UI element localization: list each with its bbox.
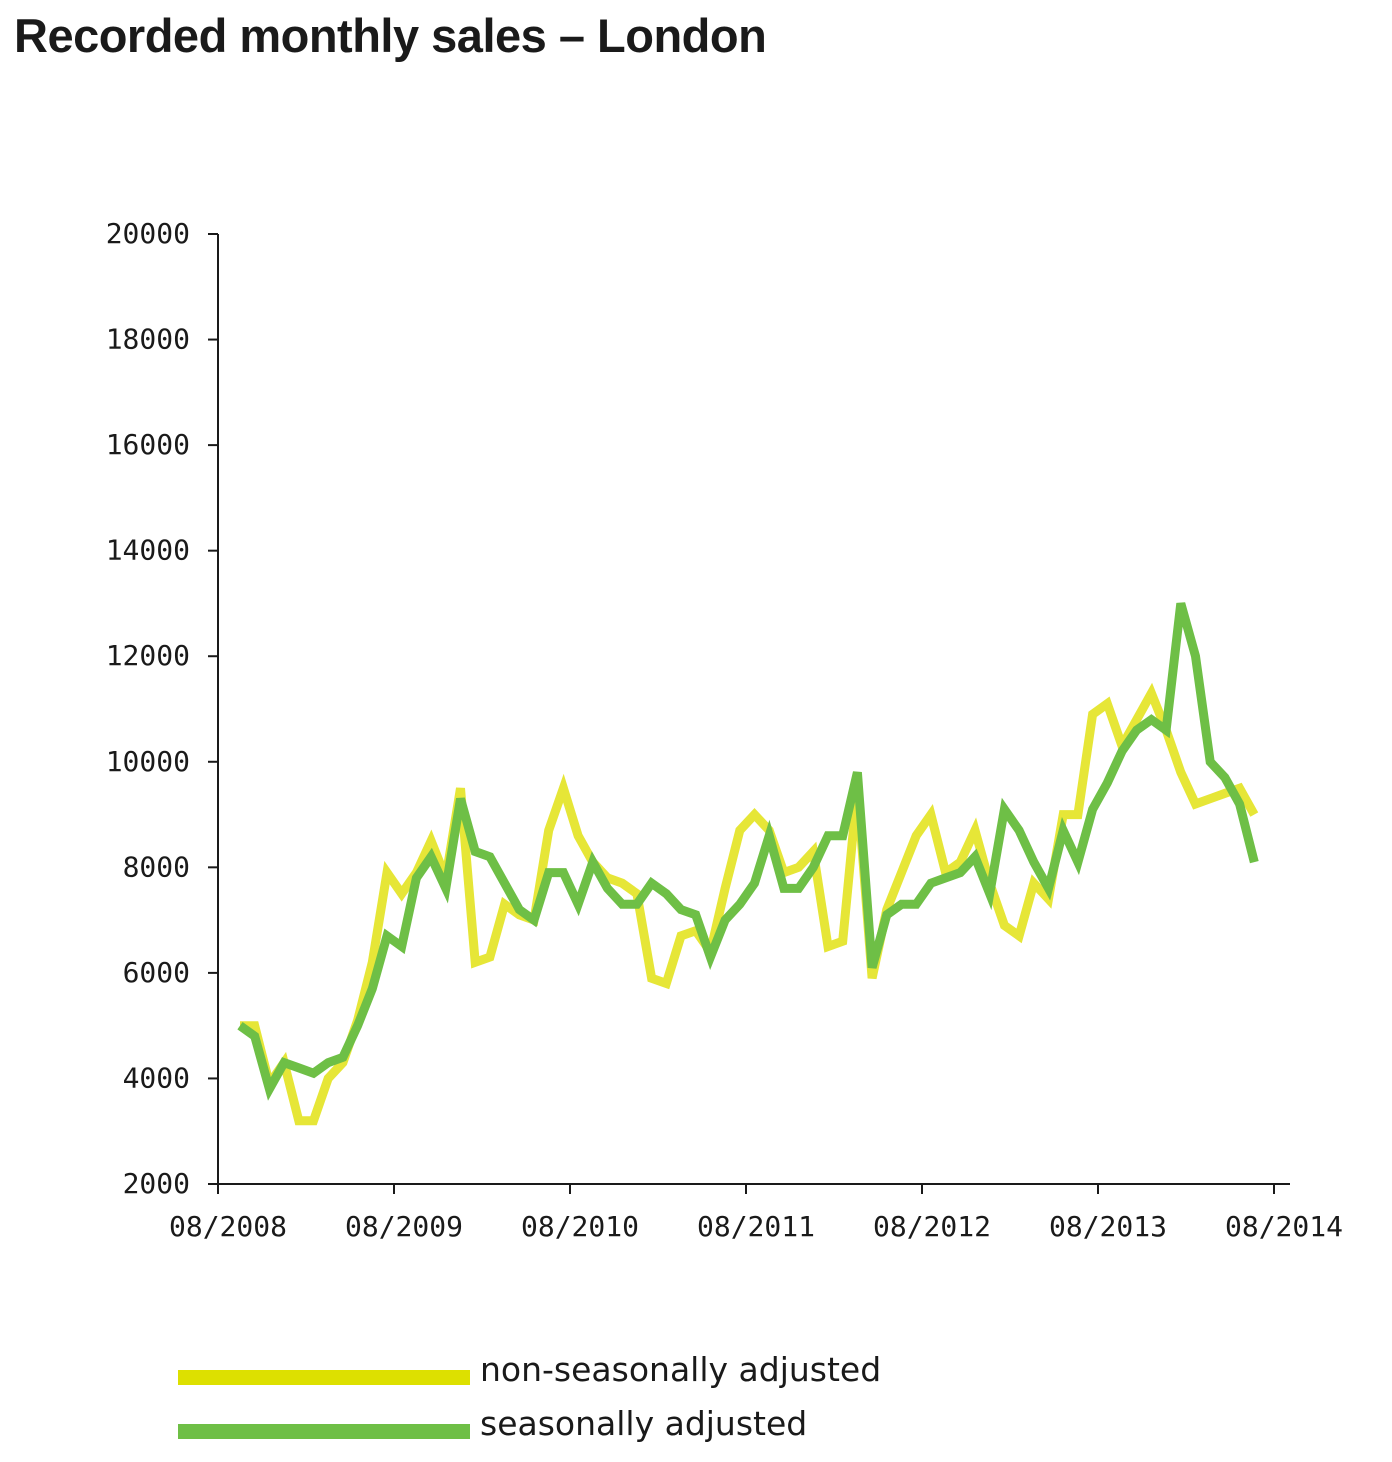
y-tick-label-14000: 14000: [106, 534, 190, 567]
legend-label-seasonally-adjusted: seasonally adjusted: [480, 1404, 808, 1443]
series-line-seasonally-adjusted: [237, 602, 1259, 1101]
chart-axes: 2000 4000 6000 8000 10000 12000 14000 16000 1800…: [106, 217, 1343, 1243]
legend-label-non-seasonally-adjusted: non-seasonally adjusted: [480, 1350, 882, 1389]
x-tick-label-08-2012: 08/2012: [873, 1210, 991, 1243]
y-tick-label-8000: 8000: [123, 850, 190, 883]
x-tick-label-08-2014: 08/2014: [1225, 1210, 1343, 1243]
y-tick-label-16000: 16000: [106, 428, 190, 461]
legend-swatch-non-seasonally-adjusted: [178, 1370, 470, 1385]
y-tick-label-18000: 18000: [106, 323, 190, 356]
series-line-non-seasonally-adjusted: [240, 682, 1259, 1126]
x-tick-label-08-2011: 08/2011: [697, 1210, 815, 1243]
y-tick-label-4000: 4000: [123, 1061, 190, 1094]
y-tick-label-10000: 10000: [106, 745, 190, 778]
chart-series: [237, 602, 1259, 1126]
chart-title: Recorded monthly sales – London: [14, 9, 767, 62]
x-tick-label-08-2009: 08/2009: [345, 1210, 463, 1243]
y-tick-label-20000: 20000: [106, 217, 190, 250]
x-tick-label-08-2010: 08/2010: [521, 1210, 639, 1243]
y-tick-label-2000: 2000: [123, 1167, 190, 1200]
y-tick-label-6000: 6000: [123, 956, 190, 989]
x-tick-label-08-2008: 08/2008: [169, 1210, 287, 1243]
y-tick-label-12000: 12000: [106, 639, 190, 672]
legend-swatch-seasonally-adjusted: [178, 1424, 470, 1439]
x-tick-label-08-2013: 08/2013: [1049, 1210, 1167, 1243]
